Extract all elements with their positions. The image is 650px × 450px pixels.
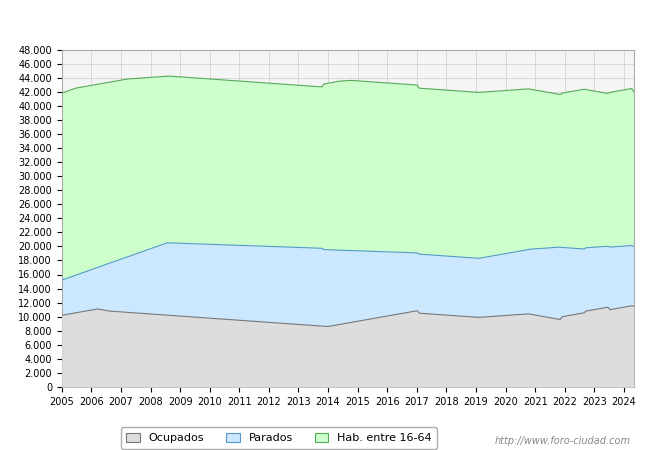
Text: La Línea de la Concepción  -  Evolucion de la poblacion en edad de Trabajar Mayo: La Línea de la Concepción - Evolucion de…: [10, 14, 640, 27]
Legend: Ocupados, Parados, Hab. entre 16-64: Ocupados, Parados, Hab. entre 16-64: [121, 428, 437, 449]
Text: http://www.foro-ciudad.com: http://www.foro-ciudad.com: [495, 436, 630, 446]
